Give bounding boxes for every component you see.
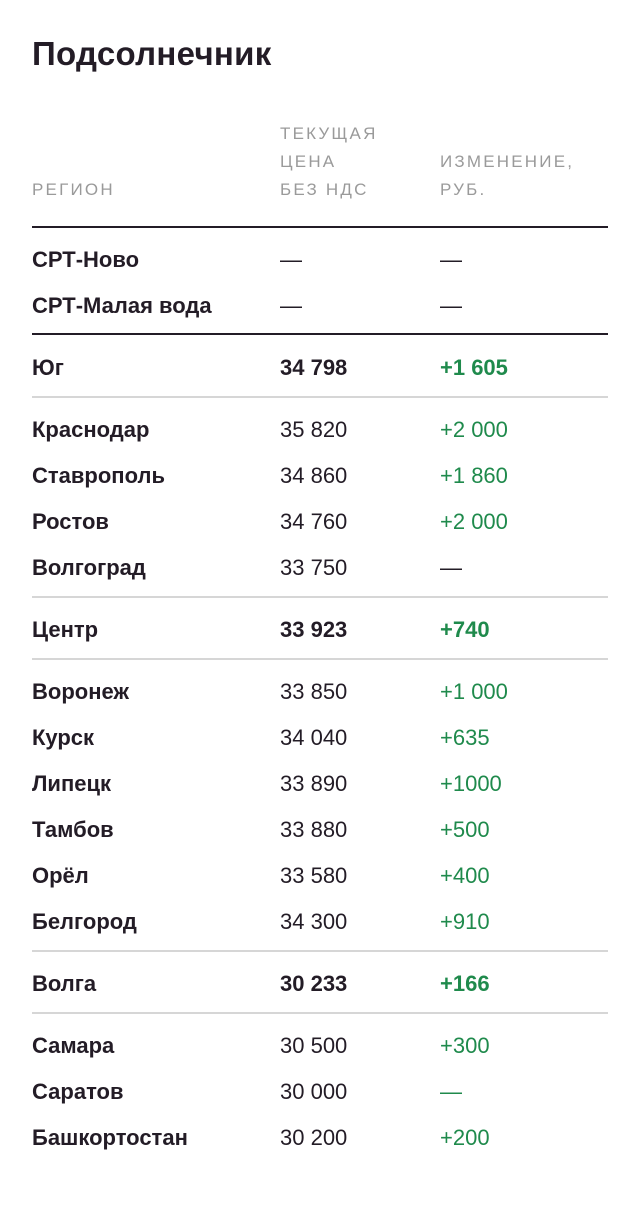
price-cell: 30 233 [280, 971, 348, 996]
region-cell: Белгород [32, 909, 137, 934]
change-cell: +635 [440, 725, 490, 750]
section-divider [32, 596, 608, 598]
column-header-price-line: БЕЗ НДС [280, 180, 369, 199]
price-cell: 34 300 [280, 909, 348, 934]
price-cell: 33 580 [280, 863, 348, 888]
change-cell: +2 000 [440, 509, 508, 534]
change-cell: +1 000 [440, 679, 508, 704]
region-cell: СРТ-Малая вода [32, 293, 212, 318]
price-cell: 30 200 [280, 1125, 348, 1150]
change-cell: +1 605 [440, 355, 508, 380]
column-header-change-line: РУБ. [440, 180, 487, 199]
change-cell: +1000 [440, 771, 502, 796]
region-cell: Центр [32, 617, 99, 642]
region-cell: Башкортостан [32, 1125, 188, 1150]
change-cell: +300 [440, 1033, 490, 1058]
section-divider [32, 1012, 608, 1014]
change-cell: +400 [440, 863, 490, 888]
page-title: Подсолнечник [32, 35, 272, 72]
price-cell: 30 500 [280, 1033, 348, 1058]
price-cell: — [280, 293, 302, 318]
section-divider [32, 950, 608, 952]
change-cell: +166 [440, 971, 490, 996]
region-cell: Самара [32, 1033, 115, 1058]
column-header-price-line: ЦЕНА [280, 152, 337, 171]
price-cell: 34 760 [280, 509, 348, 534]
region-cell: Волгоград [32, 555, 146, 580]
section-divider [32, 333, 608, 335]
region-cell: Тамбов [32, 817, 114, 842]
column-header-region-text: РЕГИОН [32, 180, 115, 199]
column-header-region: РЕГИОН [32, 176, 115, 204]
section-divider [32, 396, 608, 398]
change-cell: — [440, 555, 462, 580]
change-cell: +2 000 [440, 417, 508, 442]
change-cell: — [440, 293, 462, 318]
change-cell: — [440, 1079, 462, 1104]
change-cell: +740 [440, 617, 490, 642]
price-cell: 33 890 [280, 771, 348, 796]
header-divider [32, 226, 608, 228]
price-cell: 34 798 [280, 355, 348, 380]
price-cell: 34 040 [280, 725, 348, 750]
price-cell: — [280, 247, 302, 272]
region-cell: Волга [32, 971, 97, 996]
change-cell: +500 [440, 817, 490, 842]
section-divider [32, 658, 608, 660]
column-header-change-line: ИЗМЕНЕНИЕ, [440, 152, 575, 171]
price-cell: 35 820 [280, 417, 348, 442]
price-cell: 33 880 [280, 817, 348, 842]
price-cell: 33 850 [280, 679, 348, 704]
region-cell: Саратов [32, 1079, 124, 1104]
column-header-change: ИЗМЕНЕНИЕ, РУБ. [440, 148, 574, 204]
region-cell: Ставрополь [32, 463, 165, 488]
region-cell: Липецк [32, 771, 112, 796]
column-header-price-line: ТЕКУЩАЯ [280, 124, 378, 143]
region-cell: Воронеж [32, 679, 130, 704]
price-cell: 33 750 [280, 555, 348, 580]
change-cell: +910 [440, 909, 490, 934]
change-cell: — [440, 247, 462, 272]
region-cell: Орёл [32, 863, 89, 888]
region-cell: Курск [32, 725, 95, 750]
region-cell: Ростов [32, 509, 109, 534]
change-cell: +1 860 [440, 463, 508, 488]
price-cell: 30 000 [280, 1079, 348, 1104]
region-cell: Юг [32, 355, 64, 380]
price-cell: 34 860 [280, 463, 348, 488]
region-cell: Краснодар [32, 417, 150, 442]
column-header-price: ТЕКУЩАЯ ЦЕНА БЕЗ НДС [280, 120, 378, 204]
change-cell: +200 [440, 1125, 490, 1150]
region-cell: СРТ-Ново [32, 247, 140, 272]
price-cell: 33 923 [280, 617, 348, 642]
